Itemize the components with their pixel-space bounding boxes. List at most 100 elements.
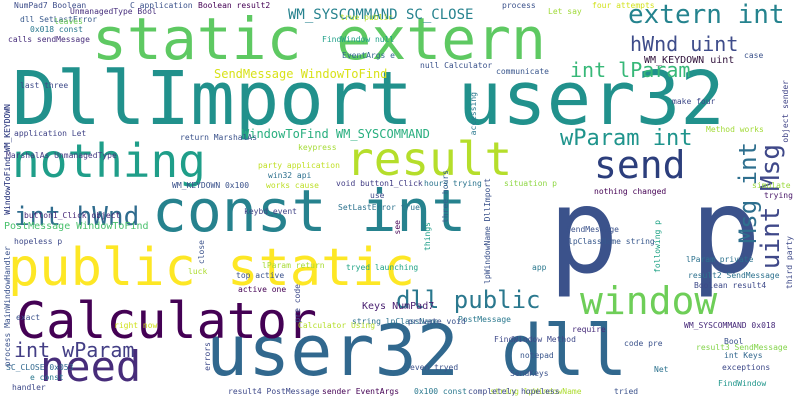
word: keypress bbox=[298, 143, 337, 152]
word: SetLastError true bbox=[338, 203, 420, 212]
word: tryed launching bbox=[346, 263, 419, 272]
word: right now bbox=[114, 321, 158, 330]
word: string lpWindowName bbox=[490, 387, 582, 396]
word: Method works bbox=[706, 125, 764, 134]
word: top active bbox=[236, 271, 285, 280]
word: use bbox=[370, 191, 385, 200]
word: WM_SYSCOMMAND 0x018 bbox=[684, 321, 776, 330]
word: Calculator bbox=[16, 292, 318, 350]
word: WM_KEYDOWN 0x100 bbox=[172, 181, 250, 190]
word: luck bbox=[188, 267, 208, 276]
word: return MarshalAs bbox=[180, 133, 258, 142]
word: following p bbox=[653, 220, 662, 273]
word: user32 dll bbox=[206, 310, 628, 392]
word: process MainWindowHandler bbox=[3, 246, 12, 367]
word: p p bbox=[548, 162, 762, 300]
word: communicate bbox=[496, 67, 549, 76]
word: nothing bbox=[12, 134, 206, 188]
word: calls sendMessage bbox=[8, 35, 90, 44]
word: string lpClassName bbox=[352, 317, 439, 326]
word: even tryed bbox=[410, 363, 459, 372]
word: MarshalAs UnmanagedType bbox=[6, 151, 117, 160]
word: e const bbox=[30, 373, 64, 382]
word: exceptions bbox=[722, 363, 771, 372]
word: private void bbox=[408, 317, 466, 326]
word: UnmanagedType Bool bbox=[70, 7, 157, 16]
word: lpClassName string bbox=[568, 237, 655, 246]
word: void button1_Click bbox=[336, 179, 423, 188]
word: notepad bbox=[520, 351, 554, 360]
word: Bool bbox=[724, 337, 744, 346]
word: hopeless p bbox=[14, 237, 63, 246]
word: simulate bbox=[752, 181, 791, 190]
word: code pre bbox=[624, 339, 663, 348]
word: window bbox=[580, 279, 718, 323]
word: object sender bbox=[781, 80, 790, 143]
word: public static bbox=[8, 238, 415, 298]
word: uint Msg bbox=[756, 144, 786, 270]
word: leaves bbox=[54, 17, 83, 26]
word: FindWindow Method bbox=[494, 335, 576, 344]
word: PostMessage WindowToFind bbox=[4, 221, 149, 232]
word: make four bbox=[672, 97, 716, 106]
word: party application bbox=[258, 161, 340, 170]
word: send bbox=[594, 143, 686, 187]
word: tried bbox=[614, 387, 639, 396]
word: nothing changed bbox=[594, 187, 667, 196]
word: SendMessage WindowToFind bbox=[214, 67, 388, 81]
word: SendKeys bbox=[510, 369, 549, 378]
word: wParam int bbox=[560, 126, 693, 151]
word: errors bbox=[203, 342, 212, 371]
word: WindowToFind WM_SYSCOMMAND bbox=[242, 127, 430, 141]
word: third party bbox=[785, 236, 794, 289]
word: C application bbox=[130, 1, 193, 10]
word: NumPad7 Boolean bbox=[14, 1, 87, 10]
word: handler bbox=[12, 383, 46, 392]
word: sender EventArgs bbox=[322, 387, 400, 396]
word: FindWindow null bbox=[322, 35, 395, 44]
word: int Keys bbox=[724, 351, 763, 360]
word: app bbox=[532, 263, 547, 272]
word: int wParam bbox=[14, 338, 135, 362]
word: Net bbox=[654, 365, 669, 374]
word: process bbox=[502, 1, 536, 10]
word: SC_CLOSE 0x053 bbox=[6, 363, 74, 372]
word: close bbox=[197, 240, 206, 265]
word: null Calculator bbox=[420, 61, 493, 70]
word: works cause bbox=[266, 181, 319, 190]
word: pre code bbox=[293, 284, 302, 323]
word: see bbox=[393, 220, 402, 235]
word: Boolean result4 bbox=[694, 281, 767, 290]
word: Keys NumPad7 bbox=[362, 301, 435, 312]
word: exact bbox=[16, 313, 41, 322]
word: win32 api bbox=[268, 171, 312, 180]
word: result3 SendMessage bbox=[696, 343, 788, 352]
word: SendMessage bbox=[566, 225, 619, 234]
word: EventArgs e bbox=[342, 51, 395, 60]
word: int lParam bbox=[570, 58, 691, 82]
word: result4 PostMessage bbox=[228, 387, 320, 396]
word: four attempts bbox=[592, 1, 655, 10]
word: need bbox=[40, 342, 142, 391]
word: result bbox=[346, 132, 513, 186]
word: three hours bbox=[441, 170, 450, 223]
word: result2 SendMessage bbox=[688, 271, 780, 280]
word: const int bbox=[152, 177, 467, 245]
word: application Let bbox=[14, 129, 87, 138]
word: 0x100 const bbox=[414, 387, 467, 396]
word: completely hopeless bbox=[468, 387, 560, 396]
word: hours trying bbox=[424, 179, 482, 188]
word: true public bbox=[340, 13, 393, 22]
word: hWnd uint bbox=[630, 32, 739, 56]
word: last three bbox=[20, 81, 69, 90]
word: 0x018 const bbox=[30, 25, 83, 34]
word: lParam private bbox=[686, 255, 754, 264]
word: require bbox=[572, 325, 606, 334]
word: keybd_event bbox=[244, 207, 297, 216]
word: accessing bbox=[469, 92, 478, 136]
word: PostMessage bbox=[458, 315, 511, 324]
word: lParam return bbox=[262, 261, 325, 270]
word: WindowToFind WM_KEYDOWN bbox=[3, 104, 12, 215]
word: extern int bbox=[628, 0, 785, 30]
